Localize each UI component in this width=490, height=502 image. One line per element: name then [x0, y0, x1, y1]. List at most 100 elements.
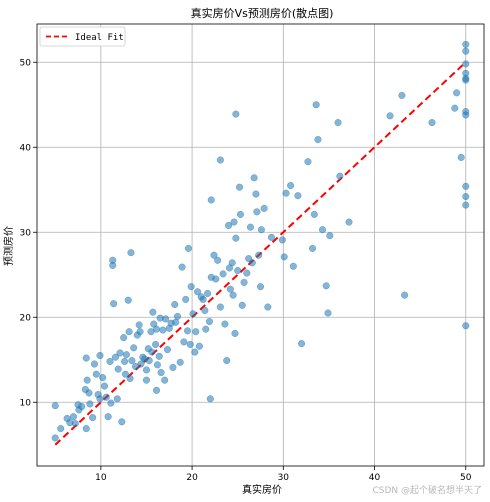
- data-point: [86, 400, 94, 408]
- data-point: [264, 303, 272, 311]
- x-axis-ticks: 10 20 30 40 50: [95, 466, 472, 483]
- data-point: [57, 425, 65, 433]
- data-point: [85, 389, 93, 397]
- data-point: [142, 366, 151, 374]
- data-point: [235, 183, 244, 191]
- data-point: [191, 348, 199, 356]
- data-point: [182, 295, 190, 303]
- data-point: [453, 89, 461, 97]
- data-point: [216, 303, 224, 311]
- data-point: [243, 269, 251, 277]
- data-point: [121, 357, 129, 366]
- x-tick-label: 30: [278, 473, 290, 483]
- data-point: [159, 326, 167, 334]
- data-point: [308, 244, 317, 252]
- data-point: [183, 327, 192, 335]
- data-point: [314, 136, 322, 144]
- data-point: [126, 374, 134, 383]
- data-point: [83, 376, 91, 384]
- data-point: [102, 393, 110, 401]
- data-point: [155, 352, 163, 360]
- data-point: [149, 308, 157, 316]
- data-point: [267, 233, 275, 241]
- y-axis-label: 预测房价: [2, 226, 15, 266]
- data-point: [326, 232, 334, 240]
- data-point: [186, 340, 194, 349]
- data-point: [312, 101, 320, 109]
- data-point: [187, 283, 195, 291]
- data-point: [69, 413, 78, 421]
- y-tick-label: 40: [20, 143, 32, 153]
- data-point: [294, 192, 302, 200]
- data-point: [304, 158, 312, 166]
- data-point: [111, 353, 120, 361]
- data-point: [199, 295, 207, 303]
- data-point: [195, 342, 203, 350]
- data-point: [462, 76, 470, 84]
- data-point: [248, 259, 256, 267]
- data-point: [234, 266, 242, 275]
- data-point: [124, 296, 132, 304]
- data-point: [171, 300, 179, 309]
- data-point: [207, 196, 215, 204]
- data-point: [278, 236, 286, 244]
- data-point: [228, 259, 236, 267]
- chart-title: 真实房价Vs预测房价(散点图): [191, 6, 334, 20]
- data-point: [78, 402, 86, 411]
- data-point: [255, 251, 263, 259]
- data-point: [289, 262, 297, 270]
- x-tick-label: 50: [460, 473, 472, 483]
- data-point: [113, 395, 121, 403]
- data-point: [96, 395, 104, 403]
- data-point: [462, 182, 470, 190]
- data-point: [462, 111, 470, 119]
- data-point: [172, 318, 180, 326]
- data-point: [298, 340, 306, 348]
- data-point: [229, 291, 237, 299]
- data-point: [116, 349, 124, 357]
- data-point: [142, 376, 151, 384]
- data-point: [90, 360, 99, 368]
- data-point: [225, 221, 233, 229]
- data-point: [462, 60, 470, 68]
- data-point: [457, 153, 465, 161]
- data-point: [51, 434, 59, 442]
- data-point: [82, 425, 90, 433]
- data-point: [194, 288, 202, 296]
- data-point: [184, 244, 192, 252]
- data-point: [238, 301, 246, 309]
- data-point: [120, 334, 128, 342]
- data-point: [205, 317, 213, 326]
- data-point: [96, 351, 104, 360]
- data-point: [152, 325, 161, 333]
- data-point: [398, 91, 406, 99]
- data-point: [152, 386, 161, 394]
- data-point: [210, 251, 218, 259]
- x-tick-label: 20: [186, 473, 198, 483]
- data-point: [246, 223, 255, 231]
- data-point: [256, 283, 265, 291]
- data-point: [345, 218, 353, 226]
- data-point: [462, 201, 470, 209]
- data-point: [334, 119, 342, 127]
- legend-label-ideal-fit: Ideal Fit: [75, 33, 124, 43]
- data-point: [152, 340, 160, 349]
- data-point: [121, 370, 130, 378]
- data-point: [82, 354, 90, 362]
- data-point: [136, 328, 144, 336]
- data-point: [252, 190, 260, 198]
- data-point: [451, 104, 459, 112]
- data-point: [240, 278, 248, 286]
- data-point: [145, 357, 153, 365]
- data-point: [161, 376, 169, 384]
- data-point: [180, 338, 188, 346]
- data-point: [401, 291, 409, 299]
- data-point: [214, 256, 222, 264]
- data-point: [219, 270, 227, 278]
- data-point: [206, 395, 214, 403]
- data-point: [322, 282, 330, 290]
- data-point: [257, 226, 265, 234]
- data-point: [163, 346, 172, 354]
- data-point: [462, 40, 470, 48]
- data-point: [428, 119, 436, 127]
